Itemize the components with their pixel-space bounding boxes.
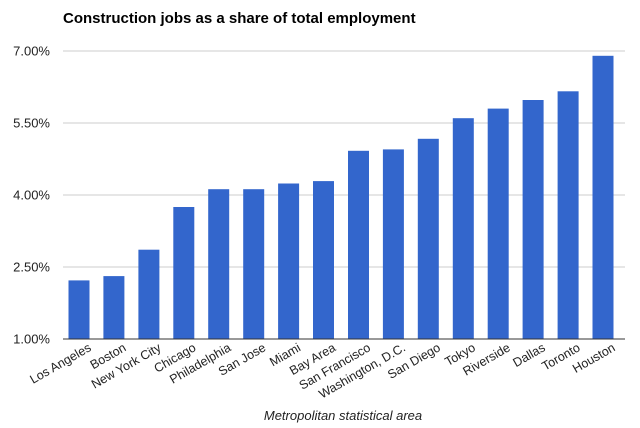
y-tick-label: 5.50%: [13, 116, 50, 131]
bar: [417, 138, 439, 339]
y-axis-ticks: 1.00% 2.50% 4.00% 5.50% 7.00%: [13, 44, 50, 347]
bar: [313, 181, 334, 339]
bar: [452, 118, 474, 339]
y-tick-label: 7.00%: [13, 44, 50, 59]
bar: [173, 207, 195, 339]
x-axis-label: Metropolitan statistical area: [264, 408, 422, 423]
bar: [278, 183, 300, 339]
chart-title: Construction jobs as a share of total em…: [63, 10, 416, 27]
y-tick-label: 4.00%: [13, 188, 50, 203]
bar: [487, 108, 509, 339]
bar: [522, 100, 544, 339]
bars: [68, 55, 614, 340]
y-tick-label: 1.00%: [13, 332, 50, 347]
bar: [243, 189, 265, 339]
x-tick-label: Los Angeles: [28, 340, 94, 386]
bar: [103, 276, 125, 339]
bar: [138, 249, 160, 339]
y-tick-label: 2.50%: [13, 260, 50, 275]
bar: [208, 189, 230, 339]
bar: [348, 150, 369, 339]
bar: [557, 91, 579, 339]
bar: [592, 55, 614, 340]
bar: [68, 280, 90, 339]
bar: [382, 149, 404, 339]
